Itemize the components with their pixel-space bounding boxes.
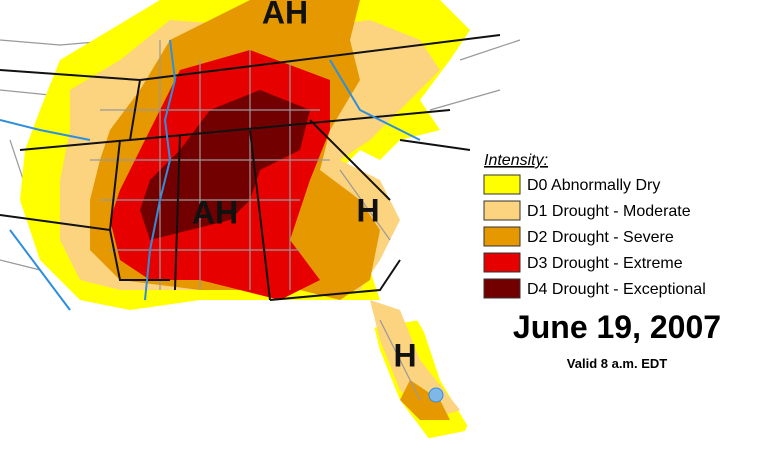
legend: D0 Abnormally Dry D1 Drought - Moderate D2… <box>483 174 706 299</box>
legend-label: D2 Drought - Severe <box>527 229 674 246</box>
legend-label: D3 Drought - Extreme <box>527 255 683 272</box>
legend-swatch <box>483 226 521 247</box>
state-lines <box>0 34 501 301</box>
legend-label: D4 Drought - Exceptional <box>527 281 706 298</box>
legend-swatch <box>483 278 521 299</box>
legend-swatch <box>483 252 521 273</box>
map-label: H <box>393 337 416 373</box>
map-label: H <box>356 192 379 228</box>
map-label: AH <box>192 194 238 230</box>
date: June 19, 2007 <box>513 309 721 345</box>
rivers <box>0 39 444 403</box>
county-grid <box>0 39 521 271</box>
lake <box>428 387 444 403</box>
legend-swatch <box>483 174 521 195</box>
map-label: AH <box>262 0 308 30</box>
county-lines <box>90 40 421 401</box>
legend-swatch <box>483 200 521 221</box>
legend-title: Intensity: <box>484 152 548 169</box>
legend-label: D0 Abnormally Dry <box>527 177 660 194</box>
legend-label: D1 Drought - Moderate <box>527 203 691 220</box>
valid-time: Valid 8 a.m. EDT <box>567 356 667 371</box>
